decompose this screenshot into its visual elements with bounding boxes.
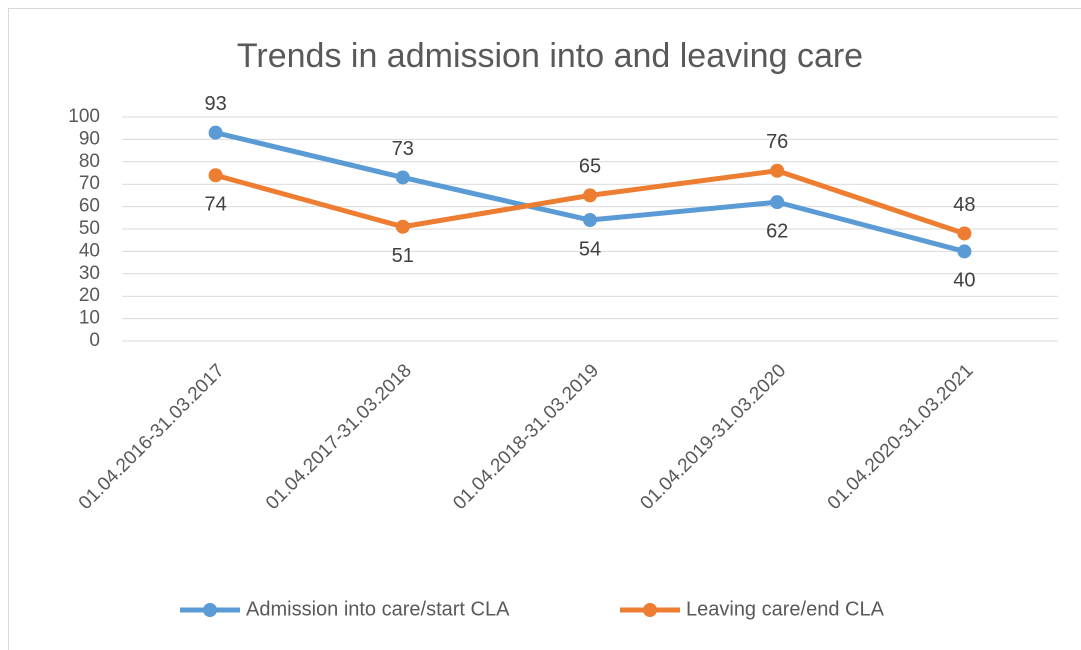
y-tick-label: 10 [79,308,100,329]
y-tick-label: 30 [79,263,100,284]
y-tick-label: 70 [79,173,100,194]
y-tick-label: 0 [89,330,100,351]
chart-border [8,8,1081,650]
data-label: 76 [766,131,788,153]
data-point [770,195,785,210]
data-label: 74 [204,194,226,216]
y-tick-label: 100 [68,106,100,127]
y-tick-label: 80 [79,151,100,172]
y-tick-label: 20 [79,285,100,306]
data-point [395,170,410,185]
y-tick-label: 90 [79,128,100,149]
legend-marker [203,603,217,617]
data-label: 65 [579,156,601,178]
legend-label: Admission into care/start CLA [246,598,510,620]
data-point [770,163,785,178]
data-label: 40 [953,270,975,292]
data-point [957,244,972,259]
data-point [208,168,223,183]
chart-title: Trends in admission into and leaving car… [237,37,863,75]
data-label: 93 [204,93,226,115]
data-label: 73 [392,138,414,160]
data-label: 51 [392,245,414,267]
data-point [583,213,597,228]
data-label: 48 [953,194,975,216]
legend-marker [643,603,657,617]
y-tick-label: 50 [79,218,100,239]
data-point [957,226,972,241]
data-point [208,125,223,140]
data-label: 62 [766,220,788,242]
y-tick-label: 40 [79,240,100,261]
legend-label: Leaving care/end CLA [686,598,885,620]
data-label: 54 [579,238,601,260]
data-point [583,188,597,203]
y-tick-label: 60 [79,196,100,217]
data-point [395,219,410,234]
